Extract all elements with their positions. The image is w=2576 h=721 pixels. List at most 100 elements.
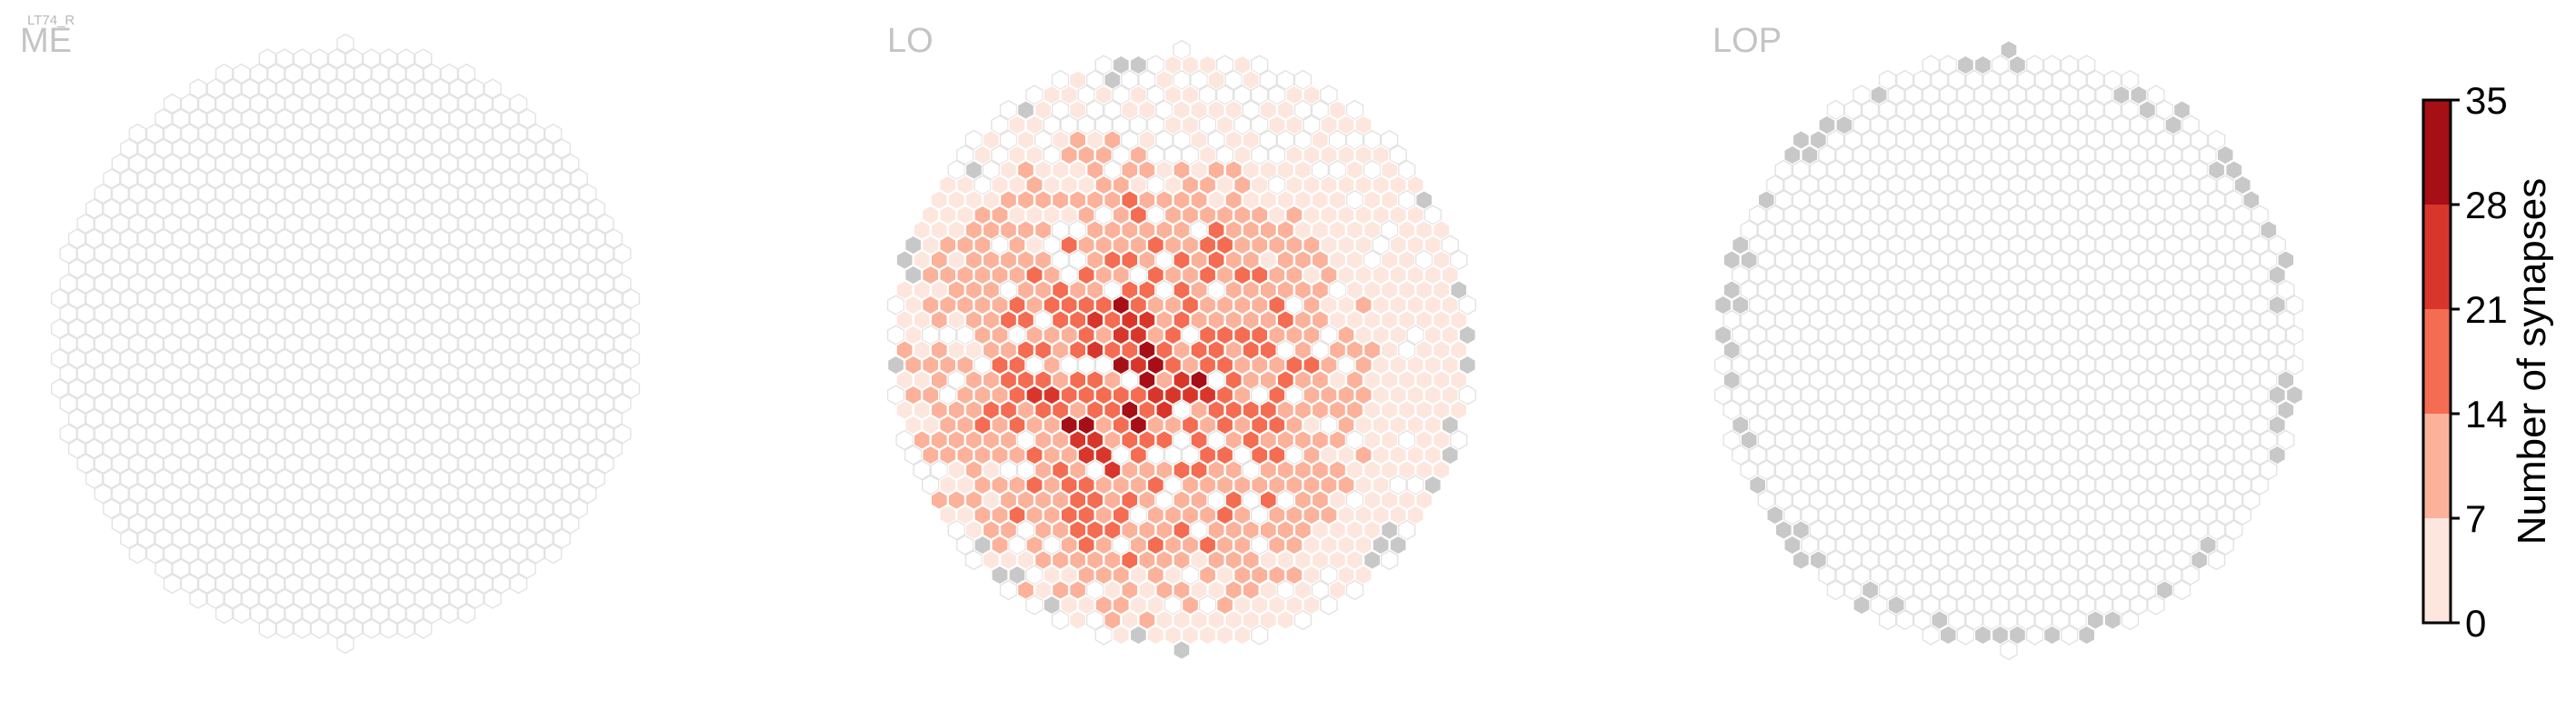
hex-cell xyxy=(1345,429,1364,451)
hex-cell xyxy=(1190,309,1208,331)
hex-cell xyxy=(85,348,104,369)
hex-cell xyxy=(1051,519,1070,541)
hex-cell xyxy=(1406,295,1424,315)
hex-cell xyxy=(2199,145,2217,165)
hex-cell xyxy=(285,603,303,625)
hex-cell xyxy=(1878,339,1897,361)
hex-cell xyxy=(405,303,424,325)
hex-cell xyxy=(1870,505,1888,526)
hex-cell xyxy=(913,219,931,241)
hex-cell xyxy=(2155,309,2174,331)
hex-cell xyxy=(423,123,441,145)
hex-cell xyxy=(1878,369,1897,391)
hex-cell xyxy=(206,378,225,399)
hex-cell xyxy=(2025,385,2044,406)
hex-cell xyxy=(2130,115,2148,135)
hex-cell xyxy=(1016,159,1035,181)
hex-cell xyxy=(362,48,381,69)
hex-cell xyxy=(1146,295,1165,315)
hex-cell xyxy=(172,288,190,309)
hex-cell xyxy=(1922,175,1941,195)
hex-cell xyxy=(1016,369,1035,391)
hex-cell xyxy=(614,393,632,415)
hex-cell xyxy=(1207,579,1225,601)
hex-cell xyxy=(449,288,467,309)
hex-cell xyxy=(1190,519,1208,541)
hex-cell xyxy=(206,138,225,159)
hex-cell xyxy=(1224,429,1243,451)
hex-cell xyxy=(67,318,86,339)
hex-cell xyxy=(1931,459,1949,481)
hex-cell xyxy=(895,399,914,421)
hex-cell xyxy=(371,213,389,235)
hex-cell xyxy=(1337,475,1355,496)
hex-cell xyxy=(1766,475,1784,496)
hex-cell xyxy=(111,513,130,535)
hex-cell xyxy=(1895,399,1914,421)
hex-cell xyxy=(258,618,276,639)
hex-cell xyxy=(457,453,476,475)
hex-cell xyxy=(224,558,242,579)
hex-cell xyxy=(1103,459,1122,481)
hex-cell xyxy=(474,423,494,445)
hex-cell xyxy=(2042,415,2062,436)
hex-cell xyxy=(145,453,165,475)
hex-cell xyxy=(2000,339,2018,361)
hex-cell xyxy=(1973,625,1992,646)
hex-cell xyxy=(449,378,467,399)
hex-cell xyxy=(2034,69,2052,91)
hex-cell xyxy=(1973,325,1992,345)
hex-cell xyxy=(344,558,364,579)
hex-cell xyxy=(215,543,234,565)
hex-cell xyxy=(1948,129,1966,151)
hex-cell xyxy=(1276,219,1295,241)
hex-cell xyxy=(2025,175,2044,195)
hex-cell xyxy=(275,288,294,309)
hex-cell xyxy=(1345,129,1364,151)
hex-cell xyxy=(1146,145,1165,165)
colorbar-swatch xyxy=(2423,205,2451,309)
hex-cell xyxy=(2086,369,2105,391)
hex-cell xyxy=(405,93,424,115)
hex-cell xyxy=(2069,309,2087,331)
hex-cell xyxy=(233,603,251,625)
hex-cell xyxy=(501,378,519,399)
hex-cell xyxy=(1285,85,1303,105)
hex-cell xyxy=(1826,579,1845,601)
hex-cell xyxy=(1345,579,1364,601)
hex-cell xyxy=(1948,579,1966,601)
hex-cell xyxy=(1748,205,1767,225)
hex-cell xyxy=(362,378,381,399)
hex-cell xyxy=(1783,535,1802,556)
hex-cell xyxy=(973,445,992,466)
hex-cell xyxy=(2008,355,2027,376)
hex-cell xyxy=(1293,339,1313,361)
hex-cell xyxy=(2233,175,2252,195)
hex-cell xyxy=(189,198,207,219)
hex-cell xyxy=(1835,475,1853,496)
hex-cell xyxy=(1268,175,1286,195)
hex-cell xyxy=(1103,219,1122,241)
hex-cell xyxy=(1129,505,1148,526)
hex-cell xyxy=(2285,355,2304,376)
hex-cell xyxy=(1173,39,1191,61)
hex-cell xyxy=(1835,415,1853,436)
hex-cell xyxy=(371,573,389,595)
hex-cell xyxy=(1043,595,1061,616)
hex-cell xyxy=(1033,189,1053,211)
hex-cell xyxy=(509,453,528,475)
hex-cell xyxy=(2060,565,2079,586)
hex-cell xyxy=(1094,325,1113,345)
hex-cell xyxy=(2224,279,2243,301)
hex-cell xyxy=(2069,549,2087,571)
hex-cell xyxy=(310,48,329,69)
hex-cell xyxy=(319,93,337,115)
hex-cell xyxy=(1051,399,1070,421)
hex-cell xyxy=(1285,265,1303,285)
hex-cell xyxy=(111,453,130,475)
hex-cell xyxy=(1068,309,1087,331)
hex-cell xyxy=(1757,369,1776,391)
hex-cell xyxy=(172,258,190,279)
hex-cell xyxy=(509,483,528,505)
hex-cell xyxy=(206,498,225,519)
